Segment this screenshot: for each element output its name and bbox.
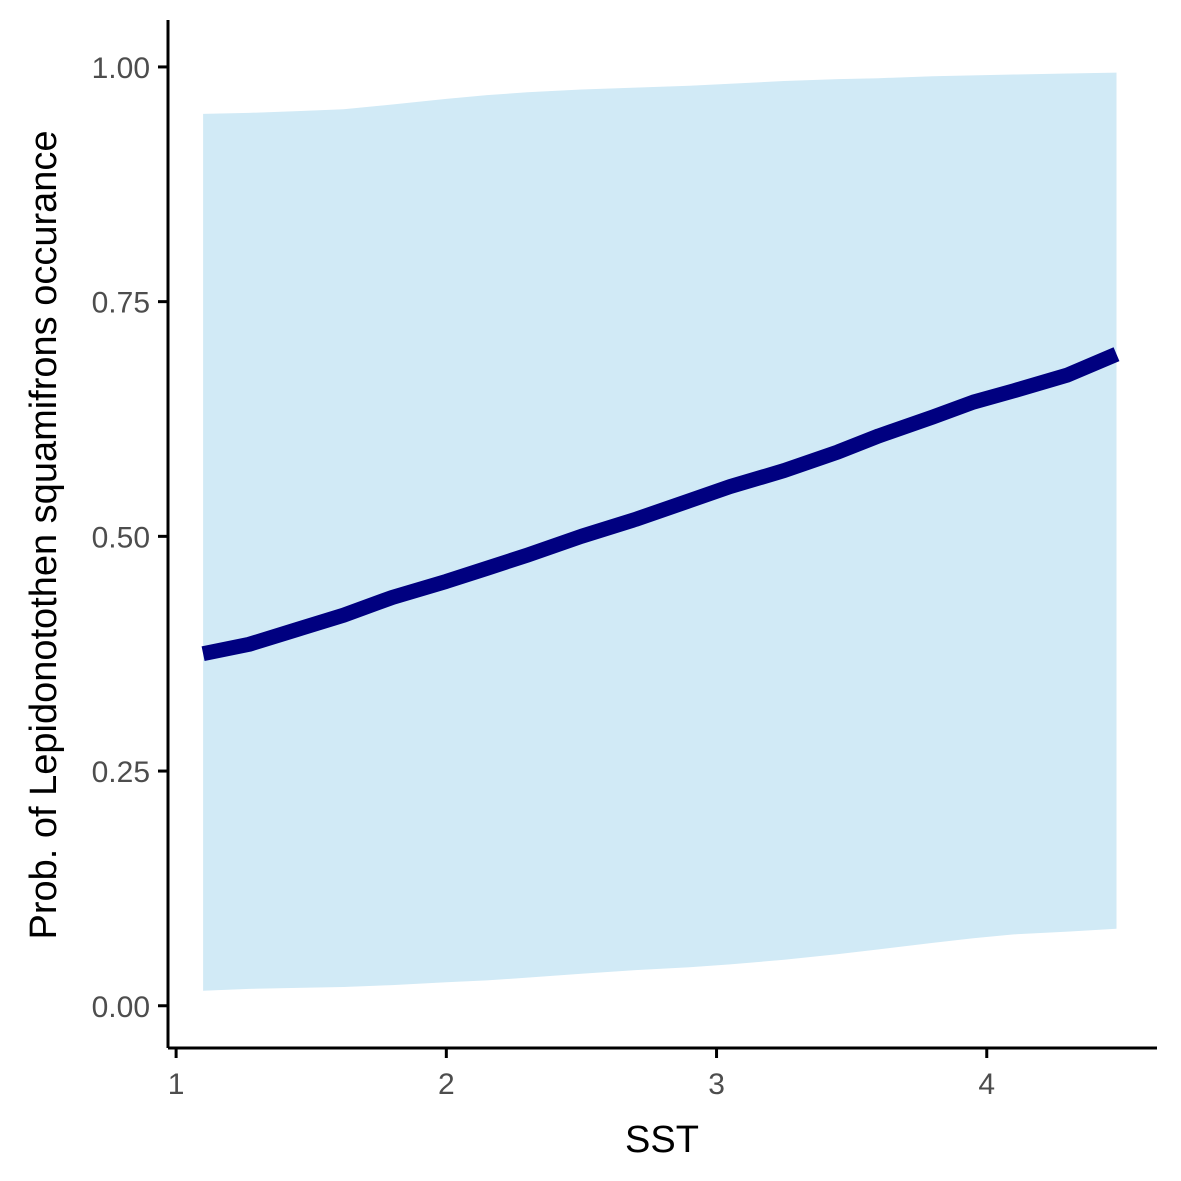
y-tick-label-0: 0.00: [92, 991, 150, 1024]
confidence-ribbon-0: [203, 72, 1117, 991]
y-axis-ticks: 0.00 0.25 0.50 0.75 1.00: [92, 52, 168, 1024]
x-tick-label-3: 4: [978, 1068, 995, 1101]
x-tick-label-2: 3: [708, 1068, 725, 1101]
x-tick-label-1: 2: [438, 1068, 455, 1101]
y-axis-title: Prob. of Lepidonotothen squamifrons occu…: [23, 130, 65, 939]
plot-area: [201, 72, 1120, 991]
y-tick-label-1: 0.25: [92, 756, 150, 789]
series-line-0: [201, 347, 1120, 662]
y-tick-label-4: 1.00: [92, 52, 150, 85]
x-tick-label-0: 1: [168, 1068, 185, 1101]
y-tick-label-3: 0.75: [92, 287, 150, 320]
y-tick-label-2: 0.50: [92, 521, 150, 554]
x-axis-ticks: 1 2 3 4: [168, 1048, 995, 1101]
x-axis-title: SST: [625, 1119, 699, 1161]
